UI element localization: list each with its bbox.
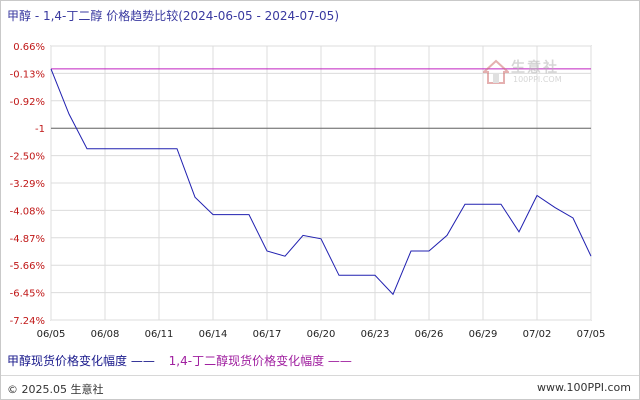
y-tick-label: -0.13%: [10, 69, 45, 80]
legend-label-bdo: 1,4-丁二醇现货价格变化幅度: [168, 354, 325, 368]
x-tick-label: 06/23: [361, 329, 390, 340]
legend-entry-bdo: 1,4-丁二醇现货价格变化幅度 ——: [168, 354, 352, 368]
x-tick-label: 06/29: [469, 329, 498, 340]
y-tick-label: -1: [35, 124, 45, 135]
y-tick-label: -3.29%: [10, 179, 45, 190]
legend: 甲醇现货价格变化幅度 —— 1,4-丁二醇现货价格变化幅度 ——: [7, 352, 352, 369]
footer-copyright: © 2025.05 生意社: [7, 383, 104, 396]
footer: © 2025.05 生意社 www.100PPI.com: [1, 375, 639, 400]
watermark-name: 生意社: [511, 60, 559, 76]
series-lines: [50, 68, 592, 296]
x-tick-label: 07/05: [577, 329, 606, 340]
y-tick-label: -4.08%: [10, 206, 45, 217]
x-tick-label: 06/14: [199, 329, 228, 340]
watermark-url: 100PPI.COM: [513, 75, 562, 84]
watermark: 生意社 100PPI.COM: [481, 55, 581, 91]
y-tick-label: -7.24%: [10, 316, 45, 327]
y-tick-label: 0.66%: [13, 42, 45, 53]
legend-entry-methanol: 甲醇现货价格变化幅度 ——: [7, 354, 155, 368]
x-axis-ticks: 06/05 06/08 06/11 06/14 06/17 06/20 06/23 06/26…: [37, 329, 606, 340]
x-tick-label: 07/02: [523, 329, 552, 340]
legend-label-methanol: 甲醇现货价格变化幅度: [7, 354, 128, 368]
x-tick-label: 06/17: [253, 329, 282, 340]
series-line: [50, 68, 592, 296]
y-tick-label: -2.50%: [10, 152, 45, 163]
x-tick-label: 06/11: [145, 329, 174, 340]
y-axis-ticks: 0.66% -0.13% -0.92% -1 -2.50% -3.29% -4.08% -4.…: [10, 42, 45, 327]
chart-title-text: 甲醇 - 1,4-丁二醇 价格趋势比较: [7, 9, 179, 23]
x-tick-label: 06/08: [91, 329, 120, 340]
house-logo-icon: [483, 59, 509, 84]
y-tick-label: -0.92%: [10, 97, 45, 108]
chart-title: 甲醇 - 1,4-丁二醇 价格趋势比较(2024-06-05 - 2024-07…: [7, 7, 339, 24]
chart-date-range: (2024-06-05 - 2024-07-05): [178, 9, 340, 23]
footer-site-link[interactable]: www.100PPI.com: [537, 381, 631, 394]
y-tick-label: -4.87%: [10, 234, 45, 245]
y-tick-label: -6.45%: [10, 289, 45, 300]
x-tick-label: 06/05: [37, 329, 66, 340]
line-chart: 0.66% -0.13% -0.92% -1 -2.50% -3.29% -4.08% -4.…: [10, 42, 606, 340]
grid-lines: [50, 45, 592, 321]
x-tick-label: 06/20: [307, 329, 336, 340]
x-tick-label: 06/26: [415, 329, 444, 340]
y-tick-label: -5.66%: [10, 261, 45, 272]
